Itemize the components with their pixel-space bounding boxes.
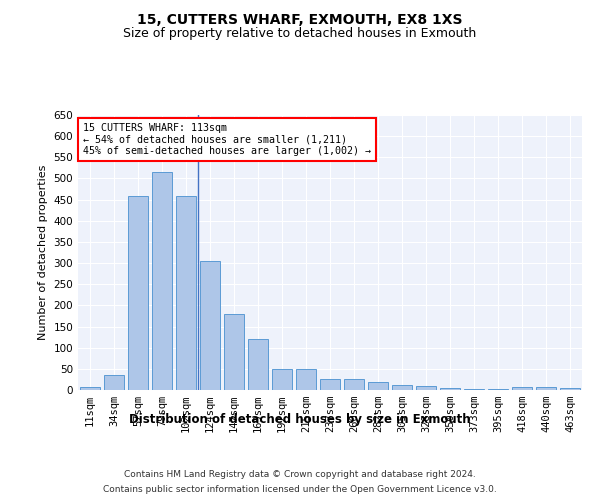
Text: Contains HM Land Registry data © Crown copyright and database right 2024.: Contains HM Land Registry data © Crown c… [124, 470, 476, 479]
Bar [128, 196, 148, 390]
Bar [560, 388, 580, 390]
Bar [392, 384, 412, 390]
Bar [464, 389, 484, 390]
Text: Size of property relative to detached houses in Exmouth: Size of property relative to detached ho… [124, 28, 476, 40]
Y-axis label: Number of detached properties: Number of detached properties [38, 165, 48, 340]
Bar [488, 389, 508, 390]
Bar [440, 388, 460, 390]
Bar [296, 369, 316, 390]
Bar [416, 386, 436, 390]
Bar [536, 388, 556, 390]
Bar [512, 388, 532, 390]
Text: Distribution of detached houses by size in Exmouth: Distribution of detached houses by size … [129, 412, 471, 426]
Bar [320, 378, 340, 390]
Text: 15, CUTTERS WHARF, EXMOUTH, EX8 1XS: 15, CUTTERS WHARF, EXMOUTH, EX8 1XS [137, 12, 463, 26]
Text: 15 CUTTERS WHARF: 113sqm
← 54% of detached houses are smaller (1,211)
45% of sem: 15 CUTTERS WHARF: 113sqm ← 54% of detach… [83, 123, 371, 156]
Bar [272, 369, 292, 390]
Bar [368, 382, 388, 390]
Bar [104, 375, 124, 390]
Bar [248, 339, 268, 390]
Bar [224, 314, 244, 390]
Bar [152, 172, 172, 390]
Bar [80, 387, 100, 390]
Bar [200, 261, 220, 390]
Bar [176, 196, 196, 390]
Text: Contains public sector information licensed under the Open Government Licence v3: Contains public sector information licen… [103, 485, 497, 494]
Bar [344, 378, 364, 390]
